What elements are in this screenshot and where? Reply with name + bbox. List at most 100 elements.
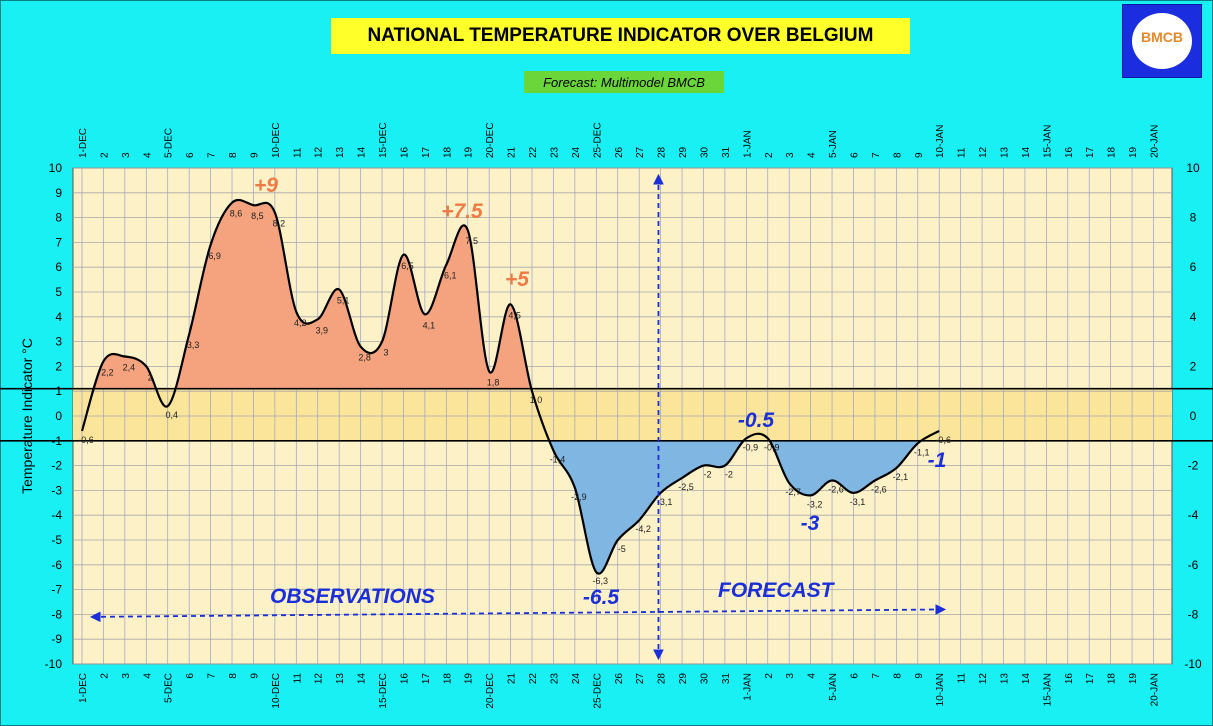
y-tick-label-right: 10 xyxy=(1186,161,1200,175)
x-tick-label-top: 17 xyxy=(1085,146,1096,158)
x-tick-label-top: 21 xyxy=(507,146,518,158)
x-tick-label-bottom: 5-JAN xyxy=(828,673,839,701)
data-label: -1,1 xyxy=(914,447,930,457)
y-tick-label-right: 6 xyxy=(1190,260,1197,274)
x-tick-label-bottom: 4 xyxy=(807,673,818,679)
y-tick-label-left: -2 xyxy=(51,459,62,473)
y-tick-label-left: -8 xyxy=(51,607,62,621)
y-tick-label-right: -2 xyxy=(1188,459,1199,473)
x-tick-label-top: 7 xyxy=(207,152,218,158)
x-tick-label-bottom: 8 xyxy=(228,673,239,679)
value-annotation: +5 xyxy=(505,268,529,291)
x-tick-label-top: 10-JAN xyxy=(935,125,946,158)
x-tick-label-top: 26 xyxy=(614,146,625,158)
y-tick-label-left: 0 xyxy=(55,409,62,423)
y-tick-label-right: 8 xyxy=(1190,211,1197,225)
data-label: 4,5 xyxy=(508,310,521,320)
x-tick-label-bottom: 18 xyxy=(1107,673,1118,685)
x-tick-label-bottom: 12 xyxy=(314,673,325,685)
x-tick-label-bottom: 20-JAN xyxy=(1150,673,1161,706)
x-tick-label-bottom: 21 xyxy=(507,673,518,685)
x-tick-label-top: 13 xyxy=(335,146,346,158)
x-tick-label-bottom: 17 xyxy=(1085,673,1096,685)
x-tick-label-bottom: 2 xyxy=(99,673,110,679)
data-label: 3,9 xyxy=(315,325,328,335)
value-annotation: +7.5 xyxy=(441,200,483,223)
y-tick-label-left: 9 xyxy=(55,186,62,200)
normal-band xyxy=(73,388,1172,441)
data-label: 4,1 xyxy=(423,320,436,330)
x-tick-label-bottom: 15-JAN xyxy=(1042,673,1053,706)
x-tick-label-top: 9 xyxy=(249,152,260,158)
x-tick-label-top: 6 xyxy=(185,152,196,158)
y-tick-label-left: 3 xyxy=(55,335,62,349)
x-tick-label-top: 28 xyxy=(657,146,668,158)
x-tick-label-bottom: 25-DEC xyxy=(592,673,603,709)
data-label: 5,1 xyxy=(337,296,350,306)
x-tick-label-top: 16 xyxy=(399,146,410,158)
x-tick-label-bottom: 31 xyxy=(721,673,732,685)
x-tick-label-bottom: 14 xyxy=(357,673,368,685)
x-tick-label-bottom: 14 xyxy=(1021,673,1032,685)
data-label: 1,0 xyxy=(530,395,543,405)
y-tick-label-left: 2 xyxy=(55,359,62,373)
x-tick-label-top: 23 xyxy=(549,146,560,158)
y-tick-label-left: 1 xyxy=(55,384,62,398)
x-tick-label-top: 5-JAN xyxy=(828,130,839,158)
y-tick-label-left: -10 xyxy=(45,657,63,671)
y-axis-label: Temperature Indicator °C xyxy=(19,338,35,494)
x-tick-label-bottom: 17 xyxy=(421,673,432,685)
x-tick-label-top: 14 xyxy=(357,146,368,158)
data-label: -2,6 xyxy=(871,484,887,494)
x-tick-label-bottom: 4 xyxy=(142,673,153,679)
data-label: -0,9 xyxy=(743,442,759,452)
x-tick-label-top: 29 xyxy=(678,146,689,158)
x-tick-label-top: 6 xyxy=(849,152,860,158)
data-label: -5 xyxy=(618,544,626,554)
value-annotation: -3 xyxy=(801,512,820,535)
data-label: -0,6 xyxy=(78,435,94,445)
x-tick-label-bottom: 9 xyxy=(914,673,925,679)
value-annotation: +9 xyxy=(254,174,278,197)
data-label: 2,4 xyxy=(123,362,136,372)
logo-emblem xyxy=(1132,13,1192,69)
x-tick-label-bottom: 8 xyxy=(892,673,903,679)
warm-anomaly-area xyxy=(82,200,940,389)
data-label: 2 xyxy=(148,372,153,382)
data-label: -2,7 xyxy=(785,487,801,497)
x-tick-label-bottom: 3 xyxy=(121,673,132,679)
x-tick-label-bottom: 10-JAN xyxy=(935,673,946,706)
data-label: -2,1 xyxy=(893,472,909,482)
x-tick-label-top: 1-DEC xyxy=(78,128,89,158)
x-tick-label-top: 4 xyxy=(142,152,153,158)
x-tick-label-top: 13 xyxy=(999,146,1010,158)
x-tick-label-bottom: 20-DEC xyxy=(485,673,496,709)
x-tick-label-top: 16 xyxy=(1064,146,1075,158)
x-tick-label-bottom: 13 xyxy=(335,673,346,685)
x-tick-label-top: 8 xyxy=(892,152,903,158)
y-tick-label-left: -4 xyxy=(51,508,62,522)
data-label: 4,2 xyxy=(294,318,307,328)
value-annotation: -1 xyxy=(928,449,947,472)
x-tick-label-top: 4 xyxy=(807,152,818,158)
data-label: -0,6 xyxy=(935,435,951,445)
x-tick-label-bottom: 30 xyxy=(699,673,710,685)
x-tick-label-top: 11 xyxy=(957,147,968,158)
data-label: -2,5 xyxy=(678,482,694,492)
x-tick-label-top: 15-JAN xyxy=(1042,125,1053,158)
x-tick-label-top: 2 xyxy=(764,152,775,158)
data-label: 8,5 xyxy=(251,211,264,221)
data-label: -0,9 xyxy=(764,442,780,452)
data-label: 2,2 xyxy=(101,367,114,377)
data-label: 6,1 xyxy=(444,271,457,281)
data-label: -1,4 xyxy=(550,455,566,465)
x-tick-label-bottom: 24 xyxy=(571,673,582,685)
y-tick-label-right: -10 xyxy=(1184,657,1202,671)
data-label: 1,8 xyxy=(487,377,500,387)
y-tick-label-right: -8 xyxy=(1188,607,1199,621)
x-tick-label-bottom: 16 xyxy=(1064,673,1075,685)
data-label: -3,1 xyxy=(657,497,673,507)
data-label: -2 xyxy=(703,470,711,480)
data-label: -2,9 xyxy=(571,492,587,502)
